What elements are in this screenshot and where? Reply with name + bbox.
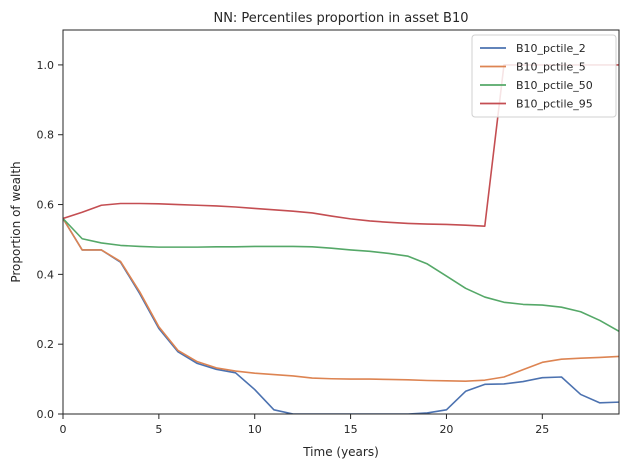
legend-box	[471, 34, 617, 118]
chart-title: NN: Percentiles proportion in asset B10	[213, 11, 468, 26]
y-tick-label: 0.8	[37, 129, 55, 142]
x-tick-label: 10	[248, 423, 262, 436]
y-tick-label: 0.0	[37, 408, 55, 421]
y-tick-label: 1.0	[37, 59, 55, 72]
legend-label: B10_pctile_2	[516, 42, 586, 55]
x-axis: 0 5 10 15 20 25	[60, 414, 549, 436]
x-tick-label: 25	[535, 423, 549, 436]
x-tick-label: 0	[60, 423, 67, 436]
legend-label: B10_pctile_5	[516, 61, 586, 74]
x-tick-label: 5	[155, 423, 162, 436]
legend-label: B10_pctile_50	[516, 79, 593, 92]
series-line-B10_pctile_2	[63, 218, 619, 414]
y-tick-label: 0.2	[37, 338, 55, 351]
plot-frame	[62, 29, 620, 415]
series-line-B10_pctile_50	[63, 217, 619, 332]
y-axis: 0.0 0.2 0.4 0.6 0.8 1.0	[37, 59, 63, 421]
x-tick-label: 15	[344, 423, 358, 436]
y-axis-label: Proportion of wealth	[9, 161, 23, 282]
y-tick-label: 0.4	[37, 268, 55, 281]
legend: B10_pctile_2 B10_pctile_5 B10_pctile_50 B10…	[471, 34, 617, 118]
legend-label: B10_pctile_95	[516, 98, 593, 111]
y-tick-label: 0.6	[37, 199, 55, 212]
x-axis-label: Time (years)	[302, 445, 379, 459]
x-tick-label: 20	[439, 423, 453, 436]
series-line-B10_pctile_5	[63, 218, 619, 382]
